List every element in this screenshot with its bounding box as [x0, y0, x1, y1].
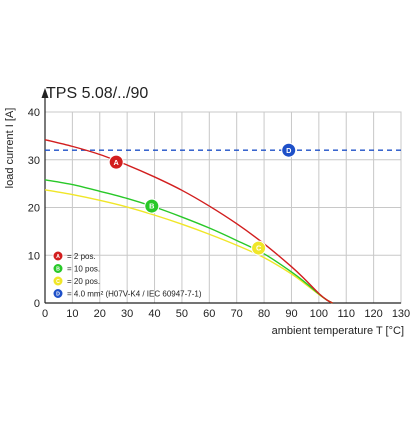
y-axis-arrow: [41, 88, 49, 98]
series-line-a: [44, 139, 333, 304]
y-tick-label: 0: [34, 298, 40, 310]
x-tick-label: 70: [231, 308, 243, 320]
x-tick-label: 30: [121, 308, 133, 320]
series-lines: [44, 139, 401, 304]
y-tick-label: 30: [28, 155, 40, 167]
x-tick-label: 110: [337, 308, 355, 320]
series-marker-d-letter: D: [286, 146, 291, 155]
x-tick-label: 60: [203, 308, 215, 320]
y-tick-label: 40: [28, 107, 40, 119]
series-marker-b: B: [144, 198, 160, 214]
legend-marker-c: C: [52, 275, 64, 287]
series-marker-d: D: [281, 142, 297, 158]
y-axis-label: load current I [A]: [4, 108, 16, 189]
x-tick-label: 20: [94, 308, 106, 320]
y-tick-label: 20: [28, 203, 40, 215]
series-marker-d-circle: [281, 142, 297, 158]
legend-marker-d: D: [52, 288, 64, 299]
x-tick-label: 50: [176, 308, 188, 320]
x-tick-label: 90: [285, 308, 297, 320]
legend-item: B = 10 pos.: [52, 263, 100, 274]
x-axis-label: ambient temperature T [°C]: [272, 325, 404, 337]
x-tick-label: 120: [364, 308, 382, 320]
series-marker-a-circle: [108, 154, 124, 170]
series-markers: A B C D: [108, 142, 297, 256]
legend-label: = 20 pos.: [67, 277, 100, 286]
x-tick-label: 0: [42, 308, 48, 320]
legend-label: = 10 pos.: [67, 265, 100, 274]
y-tick-label: 10: [28, 250, 40, 262]
series-marker-a: A: [108, 154, 124, 170]
legend-marker-c-circle: [52, 275, 64, 287]
legend-marker-a-letter: A: [56, 254, 60, 260]
legend-marker-d-letter: D: [56, 291, 60, 297]
legend-marker-c-letter: C: [56, 279, 60, 285]
legend-marker-d-circle: [52, 288, 64, 299]
x-tick-label: 130: [392, 308, 410, 320]
x-tick-label: 40: [148, 308, 160, 320]
legend-marker-a-circle: [52, 250, 64, 262]
legend-item: C = 20 pos.: [52, 275, 100, 287]
legend-marker-b: B: [52, 263, 64, 274]
legend-label: = 4.0 mm² (H07V-K4 / IEC 60947-7-1): [67, 290, 202, 299]
series-marker-b-letter: B: [149, 202, 154, 211]
x-tick-label: 10: [66, 308, 78, 320]
x-tick-label: 80: [258, 308, 270, 320]
series-marker-c-letter: C: [256, 244, 262, 253]
x-tick-label: 100: [310, 308, 328, 320]
legend-item: D = 4.0 mm² (H07V-K4 / IEC 60947-7-1): [52, 288, 202, 299]
series-marker-b-circle: [144, 198, 160, 214]
legend-item: A = 2 pos.: [52, 250, 96, 262]
series-marker-c: C: [251, 240, 267, 256]
series-marker-a-letter: A: [114, 158, 120, 167]
legend-marker-b-circle: [52, 263, 64, 274]
legend: A = 2 pos. B = 10 pos. C = 20 pos. D = 4.0 mm² …: [52, 250, 202, 299]
legend-label: = 2 pos.: [67, 252, 96, 261]
legend-marker-a: A: [52, 250, 64, 262]
axes: 0 10 20 30 40 50 60 70 80 90 100 110 120 130 0 10 20 30 40: [28, 88, 410, 320]
chart-title: TPS 5.08/../90: [46, 85, 148, 102]
series-marker-c-circle: [251, 240, 267, 256]
legend-marker-b-letter: B: [56, 266, 60, 272]
